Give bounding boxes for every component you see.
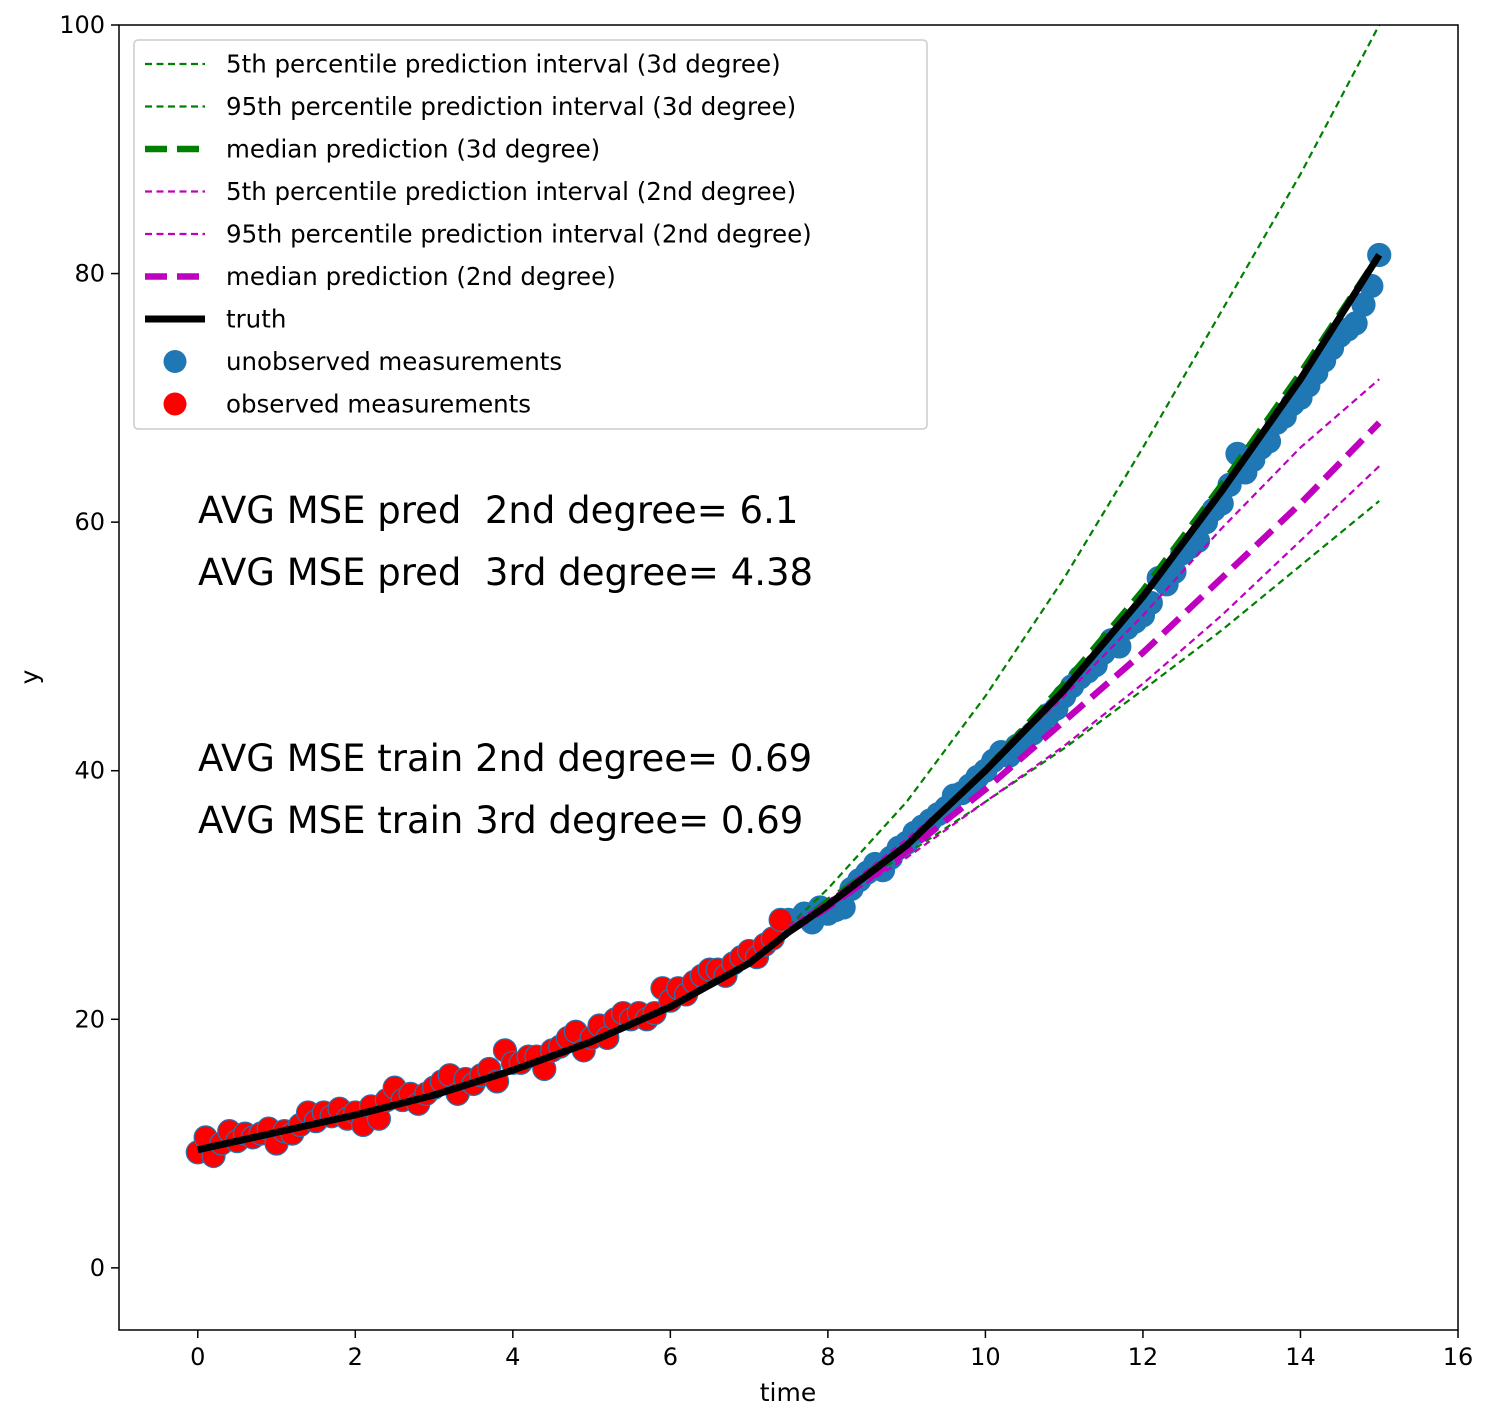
legend: 5th percentile prediction interval (3d d… xyxy=(133,39,928,430)
y-tick-label: 40 xyxy=(74,757,105,785)
series-observed-measurements xyxy=(185,907,793,1169)
legend-item-95th-percentile-prediction-interval-3d-degree: 95th percentile prediction interval (3d … xyxy=(145,92,796,121)
annotations: AVG MSE pred 2nd degree= 6.1 AVG MSE pre… xyxy=(198,489,813,842)
x-tick-label: 4 xyxy=(505,1343,520,1371)
legend-box xyxy=(133,39,928,430)
legend-item-5th-percentile-prediction-interval-3d-degree: 5th percentile prediction interval (3d d… xyxy=(145,50,781,79)
legend-label: observed measurements xyxy=(226,390,531,419)
series-95th-percentile-prediction-interval-3d-degree xyxy=(787,25,1381,927)
legend-label: 5th percentile prediction interval (3d d… xyxy=(226,50,781,79)
legend-label: median prediction (3d degree) xyxy=(226,135,600,164)
x-tick-label: 0 xyxy=(190,1343,205,1371)
y-axis: 0 20 40 60 80 100 xyxy=(59,11,119,1282)
annotation-train-2nd: AVG MSE train 2nd degree= 0.69 xyxy=(198,737,812,780)
x-tick-label: 12 xyxy=(1128,1343,1159,1371)
legend-item-95th-percentile-prediction-interval-2nd-degree: 95th percentile prediction interval (2nd… xyxy=(145,220,812,249)
y-tick-label: 0 xyxy=(90,1254,105,1282)
legend-label: 5th percentile prediction interval (2nd … xyxy=(226,177,796,206)
line-truth xyxy=(197,253,1383,1154)
series-truth xyxy=(197,253,1383,1154)
y-tick-label: 80 xyxy=(74,260,105,288)
plot-frame xyxy=(118,24,1459,1331)
point-observed-measurements xyxy=(768,907,793,932)
x-tick-label: 14 xyxy=(1285,1343,1316,1371)
legend-item-unobserved-measurements: unobserved measurements xyxy=(163,347,562,376)
x-tick-label: 6 xyxy=(663,1343,678,1371)
legend-label: unobserved measurements xyxy=(226,347,562,376)
line-95th-percentile-prediction-interval-2nd-degree xyxy=(787,378,1380,928)
line-5th-percentile-prediction-interval-3d-degree xyxy=(787,500,1380,928)
legend-label: 95th percentile prediction interval (3d … xyxy=(226,92,796,121)
y-axis-title: y xyxy=(15,669,44,684)
x-tick-label: 10 xyxy=(970,1343,1001,1371)
legend-marker xyxy=(163,350,187,373)
y-tick-label: 100 xyxy=(59,11,105,39)
series-95th-percentile-prediction-interval-2nd-degree xyxy=(787,378,1380,928)
legend-label: 95th percentile prediction interval (2nd… xyxy=(226,220,812,249)
line-5th-percentile-prediction-interval-2nd-degree xyxy=(787,465,1380,934)
legend-label: median prediction (2nd degree) xyxy=(226,262,616,291)
legend-label: truth xyxy=(226,305,286,334)
legend-item-observed-measurements: observed measurements xyxy=(163,390,531,419)
y-tick-label: 60 xyxy=(74,508,105,536)
series-5th-percentile-prediction-interval-3d-degree xyxy=(787,500,1380,928)
legend-item-median-prediction-3d-degree: median prediction (3d degree) xyxy=(145,135,600,164)
y-tick-label: 20 xyxy=(74,1005,105,1033)
x-axis-title: time xyxy=(760,1378,816,1407)
x-tick-label: 16 xyxy=(1443,1343,1474,1371)
annotation-train-3rd: AVG MSE train 3rd degree= 0.69 xyxy=(198,799,803,842)
annotation-pred-3rd: AVG MSE pred 3rd degree= 4.38 xyxy=(198,551,813,594)
legend-item-truth: truth xyxy=(145,305,286,334)
legend-item-5th-percentile-prediction-interval-2nd-degree: 5th percentile prediction interval (2nd … xyxy=(145,177,796,206)
x-tick-label: 2 xyxy=(348,1343,363,1371)
legend-marker xyxy=(163,392,187,416)
x-axis: 0 2 4 6 8 10 12 14 16 xyxy=(190,1330,1473,1371)
line-95th-percentile-prediction-interval-3d-degree xyxy=(787,25,1381,927)
legend-item-median-prediction-2nd-degree: median prediction (2nd degree) xyxy=(145,262,616,291)
annotation-pred-2nd: AVG MSE pred 2nd degree= 6.1 xyxy=(198,489,798,532)
x-tick-label: 8 xyxy=(820,1343,835,1371)
series-5th-percentile-prediction-interval-2nd-degree xyxy=(787,465,1380,934)
series-layer xyxy=(185,25,1392,1169)
